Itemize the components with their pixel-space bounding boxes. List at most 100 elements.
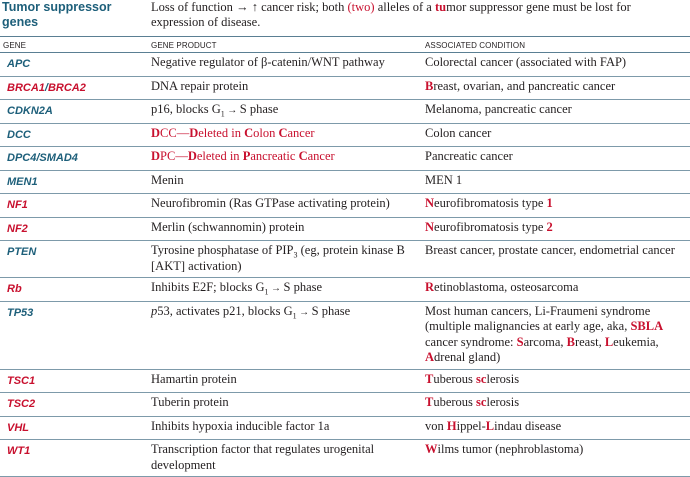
product-cell: Tyrosine phosphatase of PIP3 (eg, protei… xyxy=(148,240,422,278)
condition-cell: Neurofibromatosis type 2 xyxy=(422,217,690,241)
product-cell: DPC—Deleted in Pancreatic Cancer xyxy=(148,146,422,171)
product-text: 53, activates p21, blocks G xyxy=(157,303,293,318)
gene-cell: DPC4/SMAD4 xyxy=(0,146,148,171)
product-text: (eg, protein kinase B [AKT] activation) xyxy=(151,243,405,273)
product-cell: Negative regulator of β-catenin/WNT path… xyxy=(148,52,422,77)
product-text: S phase xyxy=(283,280,323,294)
header: Tumor suppressor genes Loss of function … xyxy=(0,0,690,36)
condition-cell: Most human cancers, Li-Fraumeni syndrome… xyxy=(422,301,690,370)
subscript: 1 xyxy=(292,311,297,320)
product-text: CC— xyxy=(160,125,190,140)
condition-cell: Neurofibromatosis type 1 xyxy=(422,193,690,218)
product-text: ancer xyxy=(307,149,335,163)
condition-cell: Wilms tumor (nephroblastoma) xyxy=(422,439,690,477)
gene-cell: VHL xyxy=(0,416,148,440)
desc-highlight-two: (two) xyxy=(347,0,375,14)
gene-name: BRCA1 xyxy=(7,81,45,94)
tumor-suppressor-table: GENE GENE PRODUCT ASSOCIATED CONDITION A… xyxy=(0,36,690,477)
product-text: olon xyxy=(253,125,279,140)
condition-cell: von Hippel-Lindau disease xyxy=(422,416,690,440)
condition-text: Most human cancers, Li-Fraumeni syndrome… xyxy=(425,303,651,334)
condition-text: ilms tumor (nephroblastoma) xyxy=(437,442,584,456)
mnemonic-letter: C xyxy=(298,149,308,163)
table-row: NF1 Neurofibromin (Ras GTPase activating… xyxy=(0,193,690,218)
condition-text: arcoma, xyxy=(523,334,567,349)
desc-text: alleles of a xyxy=(374,0,435,14)
mnemonic-letter: L xyxy=(485,418,495,433)
condition-text: reast, xyxy=(574,334,605,349)
mnemonic-letter: sc xyxy=(476,371,487,386)
product-italic: p xyxy=(151,303,158,318)
condition-text: uberous xyxy=(433,371,477,386)
condition-text: ippel- xyxy=(456,418,486,433)
mnemonic-letter: P xyxy=(242,149,251,163)
table-row: Rb Inhibits E2F; blocks G1 → S phase Ret… xyxy=(0,277,690,302)
product-cell: Tuberin protein xyxy=(148,392,422,417)
product-cell: DCC—Deleted in Colon Cancer xyxy=(148,123,422,147)
table-row: TP53 p53, activates p21, blocks G1 → S p… xyxy=(0,301,690,370)
condition-text: lerosis xyxy=(486,395,520,409)
mnemonic-letter: T xyxy=(425,371,434,386)
table-row: TSC1 Hamartin protein Tuberous sclerosis xyxy=(0,369,690,393)
gene-cell: WT1 xyxy=(0,439,148,477)
gene-cell: NF2 xyxy=(0,217,148,241)
product-cell: Neurofibromin (Ras GTPase activating pro… xyxy=(148,193,422,218)
table-row: TSC2 Tuberin protein Tuberous sclerosis xyxy=(0,392,690,417)
product-cell: p53, activates p21, blocks G1 → S phase xyxy=(148,301,422,370)
condition-cell: Breast cancer, prostate cancer, endometr… xyxy=(422,240,690,278)
mnemonic-letter: C xyxy=(278,125,288,140)
mnemonic-letter: N xyxy=(425,219,435,234)
table-row: MEN1 Menin MEN 1 xyxy=(0,170,690,194)
condition-text: eurofibromatosis type xyxy=(434,196,547,210)
product-text: ancer xyxy=(287,125,315,140)
condition-cell: Breast, ovarian, and pancreatic cancer xyxy=(422,76,690,100)
mnemonic-number: 1 xyxy=(546,196,553,210)
condition-text: uberous xyxy=(433,395,477,409)
arrow-right-icon: → xyxy=(268,283,284,294)
condition-text: eukemia, xyxy=(613,334,659,349)
mnemonic-letter: D xyxy=(189,125,199,140)
product-cell: DNA repair protein xyxy=(148,76,422,100)
subscript: 3 xyxy=(293,250,298,260)
product-text: S phase xyxy=(239,102,279,116)
product-text: Tyrosine phosphatase of PIP xyxy=(151,243,294,257)
mnemonic-letter: B xyxy=(566,334,575,349)
product-text: Inhibits E2F; blocks G xyxy=(151,280,265,294)
mnemonic-letter: H xyxy=(446,418,457,433)
mnemonic-letter: D xyxy=(187,149,197,163)
subscript: 1 xyxy=(264,287,269,297)
condition-text: cancer syndrome: xyxy=(425,334,517,349)
condition-text: lerosis xyxy=(486,371,520,386)
condition-text: reast, ovarian, and pancreatic cancer xyxy=(433,78,616,93)
table-header-row: GENE GENE PRODUCT ASSOCIATED CONDITION xyxy=(0,36,690,53)
product-text: S phase xyxy=(311,303,351,318)
mnemonic-letter: sc xyxy=(476,395,487,409)
mnemonic-letter: S xyxy=(516,334,524,349)
arrow-up-icon: ↑ xyxy=(251,0,258,14)
desc-highlight-tu: tu xyxy=(434,0,447,14)
mnemonic-letter: W xyxy=(425,442,438,456)
condition-cell: Tuberous sclerosis xyxy=(422,392,690,417)
condition-text: von xyxy=(425,418,447,433)
product-text: eleted in xyxy=(196,149,243,163)
mnemonic-letter: N xyxy=(425,196,435,210)
mnemonic-letter: L xyxy=(604,334,614,349)
mnemonic-acronym: SBLA xyxy=(630,319,664,333)
condition-cell: Tuberous sclerosis xyxy=(422,369,690,393)
condition-cell: Colorectal cancer (associated with FAP) xyxy=(422,52,690,77)
product-text: eleted in xyxy=(198,125,245,140)
gene-cell: TSC1 xyxy=(0,369,148,393)
section-description: Loss of function → ↑ cancer risk; both (… xyxy=(151,0,681,30)
column-header-gene: GENE xyxy=(0,36,148,53)
product-cell: p16, blocks G1 → S phase xyxy=(148,99,422,124)
gene-cell: TSC2 xyxy=(0,392,148,417)
condition-text: etinoblastoma, osteosarcoma xyxy=(434,280,579,294)
gene-cell: TP53 xyxy=(0,301,148,370)
gene-separator: / xyxy=(44,81,48,94)
condition-cell: MEN 1 xyxy=(422,170,690,194)
product-text: PC— xyxy=(160,149,188,163)
arrow-right-icon: → xyxy=(236,0,249,14)
gene-cell: Rb xyxy=(0,277,148,302)
product-text: p16, blocks G xyxy=(151,102,221,116)
gene-cell: APC xyxy=(0,52,148,77)
